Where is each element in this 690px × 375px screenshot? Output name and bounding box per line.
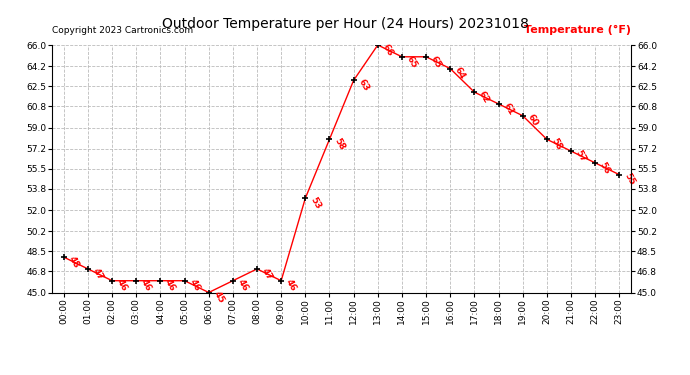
Text: 56: 56 — [598, 160, 612, 176]
Text: 45: 45 — [212, 290, 226, 305]
Text: Temperature (°F): Temperature (°F) — [524, 25, 631, 35]
Text: 48: 48 — [67, 254, 81, 270]
Text: 66: 66 — [381, 42, 395, 57]
Text: 46: 46 — [236, 278, 250, 293]
Text: 60: 60 — [526, 113, 540, 128]
Text: Copyright 2023 Cartronics.com: Copyright 2023 Cartronics.com — [52, 26, 193, 35]
Text: 63: 63 — [357, 78, 371, 93]
Text: 47: 47 — [91, 266, 105, 282]
Text: 46: 46 — [139, 278, 153, 293]
Text: 47: 47 — [260, 266, 274, 282]
Text: 58: 58 — [550, 136, 564, 152]
Text: 61: 61 — [502, 101, 515, 117]
Text: 62: 62 — [477, 89, 491, 105]
Text: 65: 65 — [405, 54, 419, 69]
Text: 58: 58 — [333, 136, 346, 152]
Text: 55: 55 — [622, 172, 636, 187]
Text: 65: 65 — [429, 54, 443, 69]
Text: 57: 57 — [574, 148, 588, 164]
Text: 46: 46 — [115, 278, 129, 293]
Text: 46: 46 — [188, 278, 201, 293]
Text: 46: 46 — [164, 278, 177, 293]
Text: 64: 64 — [453, 66, 467, 81]
Text: 46: 46 — [284, 278, 298, 293]
Text: 53: 53 — [308, 195, 322, 211]
Text: Outdoor Temperature per Hour (24 Hours) 20231018: Outdoor Temperature per Hour (24 Hours) … — [161, 17, 529, 31]
